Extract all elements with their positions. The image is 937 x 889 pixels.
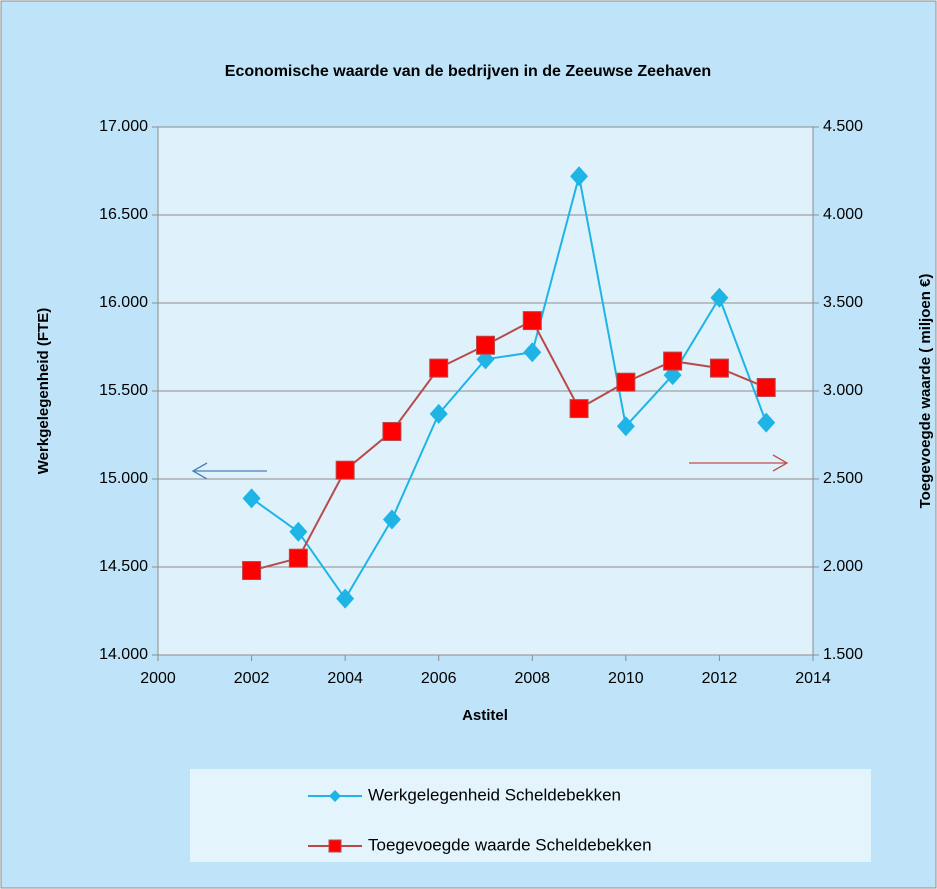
marker: [429, 358, 449, 378]
y2-tick-label: 2.000: [823, 558, 863, 575]
marker: [336, 588, 355, 609]
marker: [616, 372, 636, 392]
x-tick-label: 2002: [234, 670, 270, 687]
marker: [756, 377, 776, 397]
marker: [476, 335, 495, 355]
y-tick-label: 15.000: [99, 470, 148, 487]
x-tick-label: 2014: [795, 670, 831, 687]
marker: [289, 521, 308, 542]
chart-title: Economische waarde van de bedrijven in d…: [225, 63, 711, 80]
y-axis-title: Werkgelegenheid (FTE): [35, 308, 52, 474]
left-arrow: [191, 462, 267, 480]
y2-tick-label: 3.500: [823, 294, 863, 311]
marker: [429, 403, 448, 424]
y2-tick-label: 1.500: [823, 646, 863, 663]
y2-axis-title: Toegevoegde waarde ( miljoen €): [917, 274, 934, 509]
marker: [569, 399, 589, 419]
y2-tick-label: 4.500: [823, 118, 863, 135]
x-tick-label: 2008: [514, 670, 550, 687]
right-arrow: [689, 454, 789, 472]
x-tick-label: 2000: [140, 670, 176, 687]
marker: [382, 421, 402, 441]
marker: [242, 561, 262, 581]
marker: [570, 166, 589, 187]
marker: [710, 287, 729, 308]
y-tick-label: 14.500: [99, 558, 148, 575]
x-tick-label: 2004: [327, 670, 363, 687]
x-tick-label: 2010: [608, 670, 644, 687]
y-tick-label: 16.000: [99, 294, 148, 311]
legend-label: Toegevoegde waarde Scheldebekken: [368, 835, 652, 854]
marker: [663, 351, 683, 371]
y2-tick-label: 4.000: [823, 206, 863, 223]
marker: [709, 358, 729, 378]
legend-label: Werkgelegenheid Scheldebekken: [368, 785, 621, 804]
marker: [288, 548, 308, 568]
x-axis-title: Astitel: [462, 707, 508, 724]
legend-box: [190, 769, 871, 862]
y-tick-label: 16.500: [99, 206, 148, 223]
y-tick-label: 15.500: [99, 382, 148, 399]
marker: [242, 488, 261, 509]
legend-marker: [329, 790, 341, 802]
y2-tick-label: 2.500: [823, 470, 863, 487]
legend-marker: [328, 839, 342, 853]
marker: [616, 416, 635, 437]
y2-tick-label: 3.000: [823, 382, 863, 399]
marker: [335, 460, 355, 480]
x-tick-label: 2006: [421, 670, 457, 687]
marker: [523, 342, 542, 363]
marker: [757, 412, 776, 433]
x-tick-label: 2012: [702, 670, 738, 687]
marker: [382, 509, 401, 530]
marker: [522, 311, 542, 331]
y-tick-label: 17.000: [99, 118, 148, 135]
y-tick-label: 14.000: [99, 646, 148, 663]
